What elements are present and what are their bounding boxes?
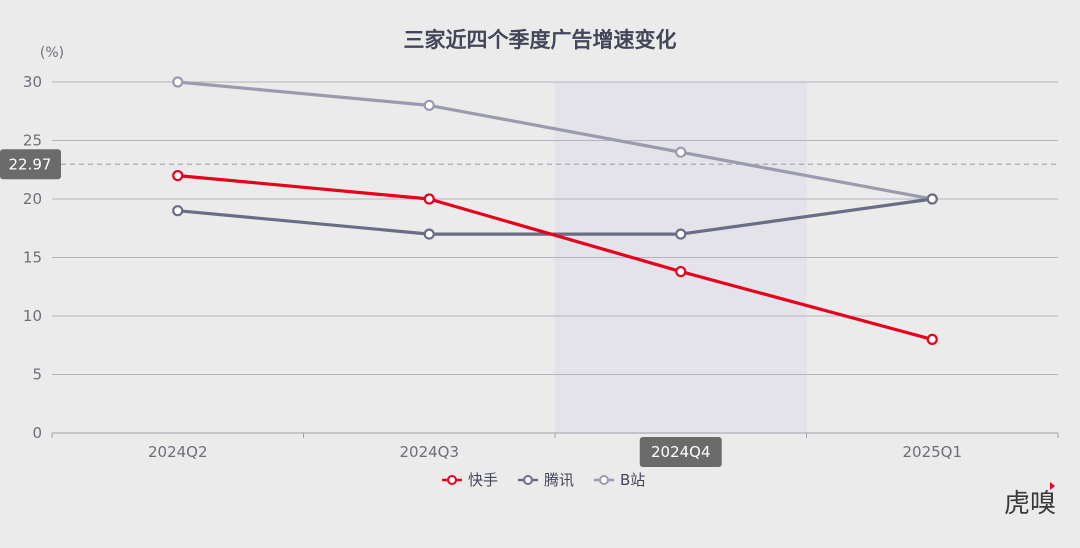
legend-label: B站 (620, 471, 645, 489)
data-point[interactable] (675, 228, 687, 240)
legend-marker-icon (447, 475, 457, 485)
data-point[interactable] (172, 170, 184, 182)
x-tooltip: 2024Q4 (639, 437, 722, 467)
data-point[interactable] (423, 193, 435, 205)
legend-label: 快手 (468, 471, 498, 489)
watermark-accent (1050, 482, 1055, 490)
y-tick-label: 20 (23, 190, 42, 208)
y-tooltip-value: 22.97 (9, 155, 52, 173)
data-point[interactable] (423, 228, 435, 240)
y-axis-ticks: 0 5 10 15 20 25 30 (23, 73, 42, 442)
y-tick-label: 25 (23, 132, 42, 150)
chart-title: 三家近四个季度广告增速变化 (404, 28, 677, 52)
y-tick-label: 30 (23, 73, 42, 91)
y-tick-label: 5 (32, 366, 42, 384)
legend[interactable]: 快手 腾讯 B站 (442, 471, 645, 489)
y-tooltip: 22.97 (0, 149, 61, 180)
legend-marker-icon (523, 475, 533, 485)
data-point[interactable] (675, 265, 687, 278)
legend-item[interactable]: 快手 (442, 471, 498, 489)
y-tick-label: 15 (23, 249, 42, 267)
legend-item[interactable]: 腾讯 (518, 471, 574, 489)
series-lines[interactable] (172, 76, 938, 345)
legend-item[interactable]: B站 (594, 471, 645, 489)
watermark-logo: 虎嗅 (1004, 489, 1056, 519)
legend-label: 腾讯 (544, 471, 574, 489)
data-point[interactable] (926, 193, 938, 205)
data-point[interactable] (172, 76, 184, 88)
y-axis-unit: (%) (40, 45, 64, 61)
y-tooltip-box (0, 149, 61, 180)
y-tick-label: 0 (32, 424, 42, 442)
x-tick-label: 2025Q1 (902, 443, 962, 461)
y-tick-label: 10 (23, 307, 42, 325)
data-point[interactable] (423, 99, 435, 112)
x-tick-label: 2024Q3 (399, 443, 459, 461)
x-tooltip-value: 2024Q4 (651, 443, 711, 461)
x-axis-ticks: 2024Q2 2024Q3 2025Q1 (51, 433, 1059, 461)
series-line[interactable] (177, 80, 933, 201)
data-point[interactable] (172, 205, 184, 217)
x-tooltip-box (639, 437, 722, 467)
data-point[interactable] (926, 333, 938, 345)
x-tick-label: 2024Q2 (148, 443, 208, 461)
legend-marker-icon (599, 475, 609, 485)
series-line[interactable] (177, 174, 933, 341)
grid (52, 81, 1058, 434)
data-point[interactable] (675, 146, 687, 158)
